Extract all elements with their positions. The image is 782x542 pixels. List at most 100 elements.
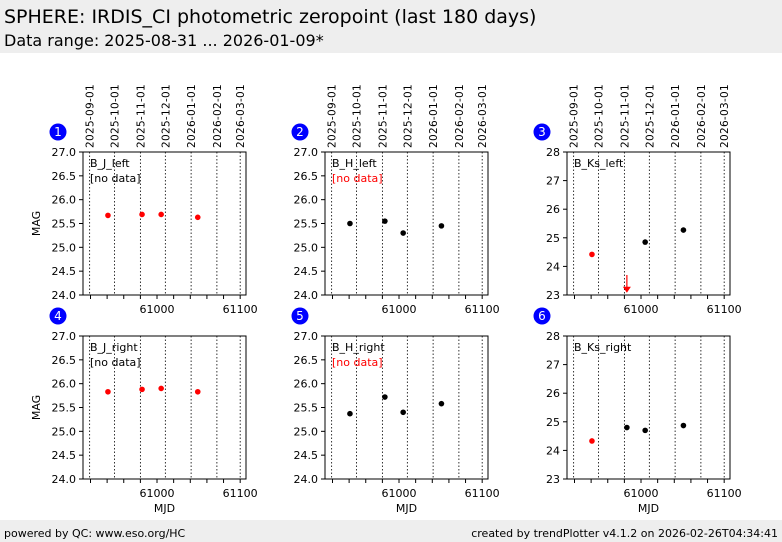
y-tick-label: 24.5 — [52, 449, 77, 462]
y-axis-label: MAG — [30, 395, 43, 420]
data-point — [194, 388, 201, 395]
no-data-note: [no data] — [332, 356, 383, 369]
data-point — [400, 409, 406, 416]
panel-name: B_J_right — [90, 341, 138, 354]
y-tick-label: 27.0 — [52, 146, 77, 159]
footer: powered by QC: www.eso.org/HC created by… — [0, 520, 782, 542]
date-tick-label: 2025-10-01 — [594, 84, 606, 148]
panel-badge — [49, 123, 67, 141]
date-tick-label: 2025-10-01 — [110, 84, 122, 148]
y-tick-label: 24.5 — [294, 449, 319, 462]
data-point — [105, 212, 111, 219]
panel-badge — [291, 123, 309, 141]
y-tick-label: 24 — [546, 260, 560, 273]
plot-frame — [566, 151, 731, 296]
y-tick-label: 28 — [546, 146, 560, 159]
y-tick-label: 24 — [546, 444, 560, 457]
date-tick-label: 2026-01-01 — [670, 84, 682, 148]
data-point — [589, 438, 595, 444]
panel-name: B_H_left — [332, 157, 377, 170]
data-point — [382, 218, 388, 224]
y-tick-label: 26 — [546, 387, 560, 400]
data-point — [158, 385, 164, 392]
panel-5: 61000 61100 24.0 24.5 25.0 25.5 26.0 26.5 27.0 MJ… — [291, 307, 500, 515]
panel-badge — [533, 307, 551, 325]
y-tick-label: 27.0 — [294, 330, 319, 343]
header: SPHERE: IRDIS_CI photometric zeropoint (… — [0, 0, 782, 53]
date-tick-label: 2026-02-01 — [212, 84, 224, 148]
y-tick-label: 24.5 — [52, 265, 77, 278]
panel-badge — [49, 307, 67, 325]
y-tick-label: 26.0 — [52, 378, 77, 391]
y-axis-label: MAG — [30, 211, 43, 236]
y-tick-label: 25 — [546, 232, 560, 245]
x-tick-label: 61100 — [223, 303, 258, 316]
y-tick-label: 26.0 — [294, 194, 319, 207]
data-point — [438, 400, 445, 407]
date-tick-label: 2025-09-01 — [85, 84, 97, 148]
date-tick-label: 2026-03-01 — [477, 84, 489, 148]
y-tick-label: 25.0 — [52, 425, 77, 438]
date-tick-label: 2025-11-01 — [377, 84, 389, 148]
x-tick-label: 61100 — [223, 487, 258, 500]
date-tick-label: 2025-12-01 — [402, 84, 414, 148]
x-tick-label: 61000 — [140, 487, 175, 500]
x-tick-label: 61000 — [624, 303, 659, 316]
y-tick-label: 23 — [546, 473, 560, 486]
x-axis-label: MJD — [396, 502, 417, 515]
y-tick-label: 24.0 — [294, 289, 319, 302]
date-tick-label: 2026-01-01 — [428, 84, 440, 148]
panel-name: B_Ks_right — [574, 341, 632, 354]
y-tick-label: 26 — [546, 203, 560, 216]
panel-name: B_Ks_left — [574, 157, 624, 170]
panel-3: 2025-09-01 2025-10-01 2025-11-01 2025-12-01… — [533, 84, 742, 316]
x-axis-label: MJD — [638, 502, 659, 515]
panel-number: 4 — [54, 309, 62, 323]
data-point — [194, 214, 201, 221]
y-tick-label: 28 — [546, 330, 560, 343]
panel-badge — [533, 123, 551, 141]
y-tick-label: 25.5 — [294, 402, 319, 415]
y-tick-label: 27.0 — [294, 146, 319, 159]
y-tick-label: 26.0 — [294, 378, 319, 391]
panel-6: 61000 61100 23 24 25 26 27 28 MJD 6 B_Ks_right — [533, 307, 742, 515]
data-point — [642, 427, 648, 434]
y-tick-label: 24.5 — [294, 265, 319, 278]
date-tick-label: 2025-11-01 — [135, 84, 147, 148]
page-title: SPHERE: IRDIS_CI photometric zeropoint (… — [4, 6, 537, 28]
y-tick-label: 27 — [546, 175, 560, 188]
y-tick-label: 26.0 — [52, 194, 77, 207]
y-tick-label: 24.0 — [294, 473, 319, 486]
panel-2: 2025-09-01 2025-10-01 2025-11-01 2025-12-01… — [291, 84, 500, 316]
data-point — [139, 211, 145, 218]
panel-name: B_H_right — [332, 341, 385, 354]
y-tick-label: 26.5 — [294, 170, 319, 183]
x-tick-label: 61000 — [140, 303, 175, 316]
panel-number: 6 — [538, 309, 546, 323]
y-tick-label: 25.0 — [294, 425, 319, 438]
data-point — [347, 220, 353, 227]
no-data-note: [no data] — [90, 356, 141, 369]
x-tick-label: 61100 — [465, 487, 500, 500]
panel-number: 1 — [54, 125, 62, 139]
date-tick-label: 2025-11-01 — [619, 84, 631, 148]
y-tick-label: 24.0 — [52, 289, 77, 302]
upper-limit-arrow — [622, 286, 631, 293]
y-tick-label: 25.0 — [294, 241, 319, 254]
y-tick-label: 25.5 — [52, 402, 77, 415]
panel-badge — [291, 307, 309, 325]
data-point — [347, 410, 353, 417]
date-tick-label: 2026-02-01 — [696, 84, 708, 148]
data-point — [680, 227, 687, 233]
y-tick-label: 24.0 — [52, 473, 77, 486]
data-point — [680, 422, 687, 429]
y-tick-label: 26.5 — [52, 170, 77, 183]
y-tick-label: 27 — [546, 359, 560, 372]
x-tick-label: 61100 — [707, 303, 742, 316]
x-tick-label: 61100 — [465, 303, 500, 316]
y-tick-label: 26.5 — [52, 354, 77, 367]
data-point — [438, 223, 445, 229]
data-point — [624, 424, 630, 431]
no-data-note: [no data] — [90, 172, 141, 185]
